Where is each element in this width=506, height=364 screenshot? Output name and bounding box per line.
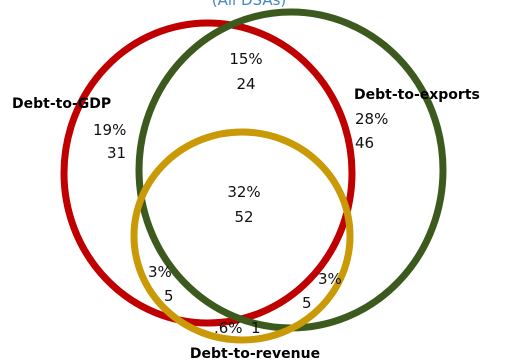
exports-only-percent: 28% [355,110,388,128]
gdp-only-percent: 19% [93,121,126,139]
subtitle: (All DSAs) [212,0,287,9]
gdp-only-count: 31 [107,144,126,162]
exports-revenue-count: 5 [302,294,312,312]
debt-to-revenue-circle [130,128,354,344]
exports-revenue-percent: 3% [318,270,342,288]
all-three-count: 52 [234,208,253,226]
exports-only-count: 46 [355,134,374,152]
debt-to-exports-label: Debt-to-exports [354,87,480,103]
gdp-exports-percent: 15% [229,50,262,68]
debt-to-gdp-label: Debt-to-GDP [12,96,111,112]
all-three-percent: 32% [227,183,260,201]
gdp-exports-count: 24 [236,75,255,93]
gdp-revenue-percent: 3% [148,263,172,281]
debt-to-revenue-label: Debt-to-revenue [190,346,320,362]
debt-to-exports-circle [135,8,447,332]
revenue-only-percent: .6% [214,319,243,337]
revenue-only-count: 1 [251,319,261,337]
debt-to-gdp-circle [60,19,356,327]
gdp-revenue-count: 5 [164,287,174,305]
